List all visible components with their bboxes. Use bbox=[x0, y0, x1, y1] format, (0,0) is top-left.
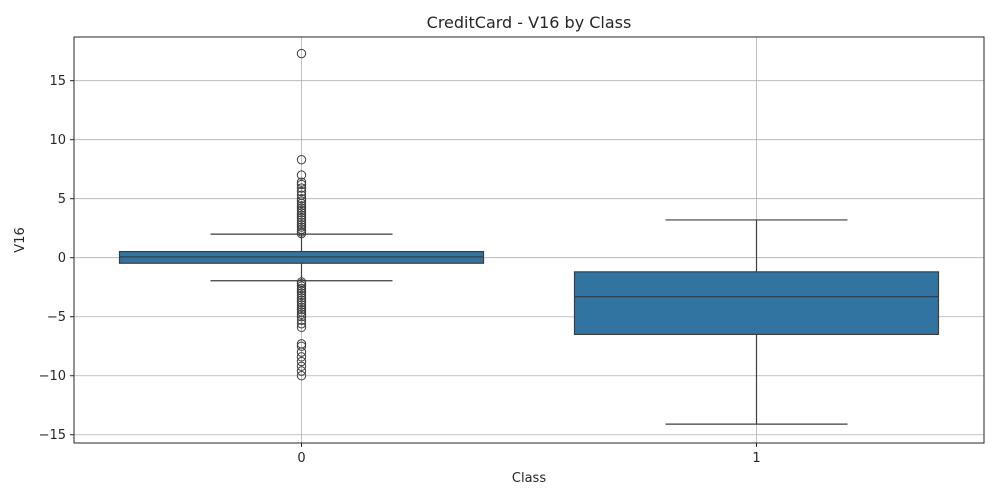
outlier-point bbox=[296, 155, 307, 165]
outlier-point bbox=[296, 210, 307, 220]
outlier-point bbox=[296, 224, 307, 235]
outlier-point bbox=[296, 322, 307, 333]
outlier-point bbox=[296, 293, 307, 303]
iqr-box bbox=[573, 271, 940, 336]
outlier-point bbox=[296, 228, 307, 239]
outlier-point bbox=[296, 205, 307, 216]
x-axis-label: Class bbox=[512, 471, 546, 486]
outlier-point bbox=[296, 304, 307, 315]
y-tick-label: 10 bbox=[49, 133, 66, 148]
outlier-point bbox=[296, 315, 307, 325]
y-tick-label: 15 bbox=[49, 74, 66, 89]
outlier-point bbox=[296, 203, 307, 213]
outlier-point bbox=[296, 290, 307, 301]
outlier-point bbox=[296, 201, 307, 211]
box-layer bbox=[118, 48, 940, 425]
y-tick-label: 5 bbox=[58, 192, 66, 207]
outlier-point bbox=[296, 341, 307, 351]
grid-layer bbox=[74, 37, 984, 443]
outlier-point bbox=[296, 215, 307, 225]
outlier-point bbox=[296, 196, 307, 206]
chart-title: CreditCard - V16 by Class bbox=[427, 13, 632, 32]
outlier-point bbox=[296, 302, 307, 312]
y-axis-label: V16 bbox=[13, 227, 28, 252]
outlier-point bbox=[296, 352, 307, 362]
plot-frame bbox=[73, 36, 985, 444]
outlier-point bbox=[296, 286, 307, 296]
outlier-point bbox=[296, 312, 307, 322]
outlier-point bbox=[296, 281, 307, 291]
outlier-point bbox=[296, 288, 307, 298]
y-tick-label: −5 bbox=[47, 310, 66, 325]
outlier-point bbox=[296, 208, 307, 218]
x-tick-label: 1 bbox=[752, 451, 760, 466]
outlier-point bbox=[296, 183, 307, 193]
outlier-point bbox=[296, 193, 307, 204]
outlier-point bbox=[296, 222, 307, 232]
outlier-point bbox=[296, 347, 307, 357]
x-tick-label: 0 bbox=[297, 451, 305, 466]
outlier-point bbox=[296, 295, 307, 305]
box-group-class-1 bbox=[573, 219, 940, 425]
outlier-point bbox=[296, 300, 307, 310]
outlier-point bbox=[296, 212, 307, 223]
y-tick-label: −15 bbox=[39, 428, 66, 443]
y-tick-label: −10 bbox=[39, 369, 66, 384]
outlier-point bbox=[296, 366, 307, 376]
outlier-point bbox=[296, 319, 307, 329]
y-tick-label: 0 bbox=[58, 251, 66, 266]
outlier-point bbox=[296, 309, 307, 320]
outlier-point bbox=[296, 217, 307, 227]
outlier-point bbox=[296, 283, 307, 294]
outlier-point bbox=[296, 179, 307, 190]
outlier-point bbox=[296, 186, 307, 197]
outlier-point bbox=[296, 177, 307, 187]
outlier-point bbox=[296, 48, 307, 59]
box-group-class-0 bbox=[118, 48, 485, 381]
tick-layer: −15 −10 −5 0 5 10 15 0 1 bbox=[39, 74, 761, 466]
outlier-point bbox=[296, 278, 307, 289]
outlier-point bbox=[296, 371, 307, 381]
outlier-point bbox=[296, 297, 307, 308]
outlier-point bbox=[296, 356, 307, 367]
outlier-point bbox=[296, 198, 307, 209]
outlier-point bbox=[296, 170, 307, 180]
outlier-point bbox=[296, 361, 307, 371]
